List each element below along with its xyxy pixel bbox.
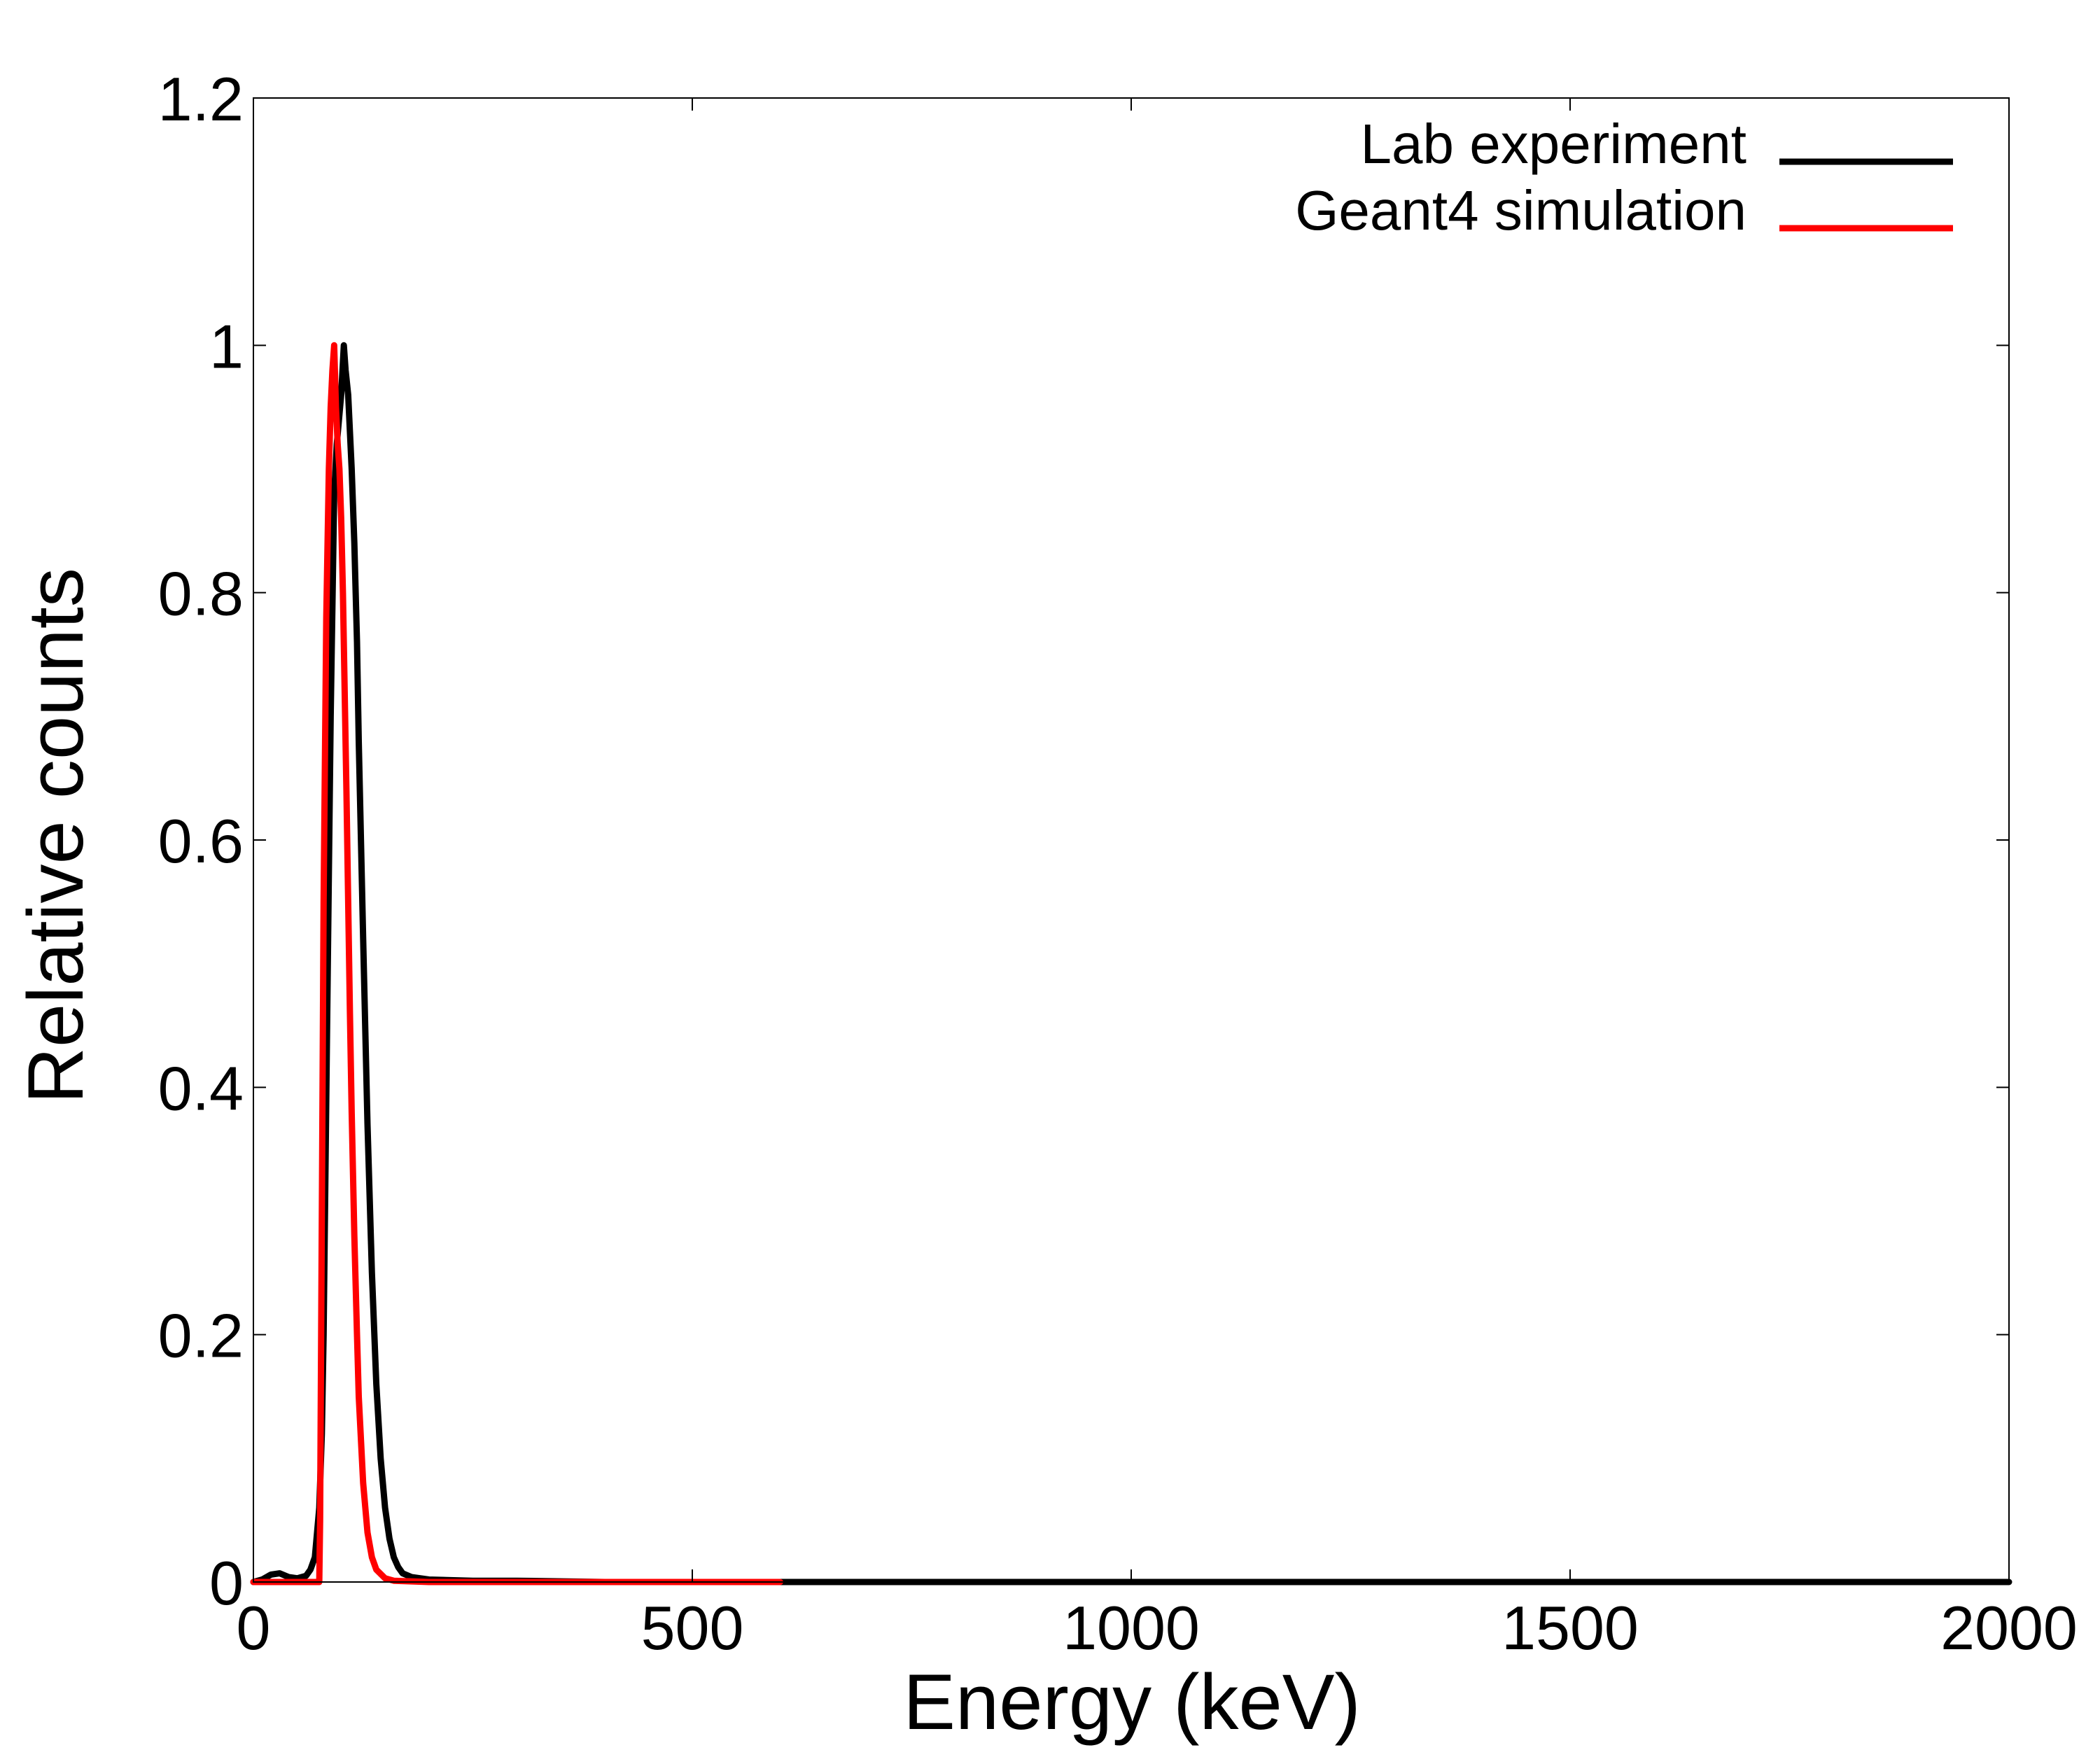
- series-line-geant4-simulation: [250, 342, 783, 1586]
- x-tick-label: 500: [641, 1593, 744, 1662]
- legend-label: Lab experiment: [1361, 113, 1746, 175]
- x-tick-label: 2000: [1940, 1593, 2078, 1662]
- y-tick-label: 1: [209, 312, 244, 381]
- y-tick-label: 0.2: [158, 1301, 244, 1371]
- y-tick-label: 1.2: [158, 64, 244, 134]
- plot-area: [250, 342, 2012, 1586]
- y-tick-label: 0.4: [158, 1054, 244, 1123]
- x-tick-label: 0: [237, 1593, 271, 1662]
- legend-label: Geant4 simulation: [1295, 179, 1746, 241]
- series-line-lab-experiment: [250, 342, 2012, 1586]
- y-axis-title: Relative counts: [12, 568, 99, 1104]
- axes: 0 500 1000 1500 2000 0 0.2 0.4 0.6 0.8 1 1.2: [158, 64, 2078, 1662]
- y-tick-label: 0: [209, 1548, 244, 1618]
- x-tick-label: 1000: [1063, 1593, 1200, 1662]
- y-tick-label: 0.6: [158, 806, 244, 876]
- x-axis-title: Energy (keV): [903, 1658, 1361, 1746]
- y-tick-label: 0.8: [158, 559, 244, 629]
- x-tick-label: 1500: [1502, 1593, 1639, 1662]
- plot-frame: [253, 97, 2010, 1583]
